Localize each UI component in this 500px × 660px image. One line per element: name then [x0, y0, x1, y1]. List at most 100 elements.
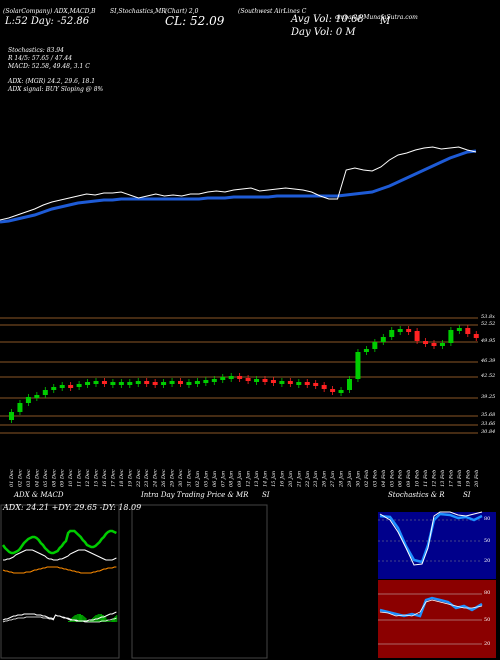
date-label: 23 Jan: [313, 471, 319, 488]
candle-body: [9, 412, 14, 420]
date-label: 04 Feb: [381, 470, 387, 487]
date-label: 27 Jan: [330, 471, 336, 488]
macd-bar: [109, 621, 111, 622]
header-company-2: ompany) MunafaSutra.com: [335, 14, 418, 21]
date-label: 12 Feb: [432, 470, 438, 487]
stochastics-r-value: R 14/5: 57.65 / 47.44: [8, 55, 73, 62]
macd-bar: [115, 616, 117, 622]
candle-body: [254, 379, 260, 382]
candle-body: [363, 349, 369, 352]
candle-body: [144, 381, 150, 384]
macd-bar: [82, 615, 84, 622]
adx-value: ADX: (MGR) 24.2, 29.6, 18.1: [8, 78, 96, 85]
date-label: 02 Jan: [195, 471, 201, 487]
date-label: 18 Feb: [457, 470, 463, 487]
rsi-lines: [378, 593, 483, 645]
candle-body: [220, 377, 226, 380]
date-label: 12 Dec: [85, 469, 91, 487]
date-label: 02 Feb: [364, 470, 370, 487]
price-line: [0, 146, 477, 221]
macd-bar: [76, 614, 78, 622]
date-label: 15 Dec: [94, 469, 100, 487]
macd-bar: [77, 614, 79, 622]
price-level-label: 30.84: [481, 429, 496, 435]
price-level-label: 49.95: [481, 338, 496, 344]
candle-body: [245, 378, 251, 381]
candle-body: [439, 343, 445, 346]
candle-body: [228, 376, 234, 379]
rsi-panel: [378, 580, 496, 658]
candle-body: [406, 329, 412, 332]
stochastic-lines: [378, 511, 483, 566]
candle-body: [237, 376, 243, 379]
date-label: 11 Dec: [77, 469, 83, 487]
rsi-tick-50: 50: [484, 617, 491, 623]
date-label: 21 Jan: [296, 471, 302, 488]
macd-bar: [87, 621, 89, 622]
macd-bar: [102, 615, 103, 622]
date-label: 08 Dec: [51, 469, 57, 487]
price-levels: [0, 317, 478, 434]
header-avg-vol-suffix: M: [380, 16, 391, 27]
macd-bar: [101, 614, 102, 622]
adx-panel-values: ADX: 24.21 +DY: 29.65 -DY: 18.09: [3, 503, 142, 512]
candle-body: [465, 328, 471, 334]
date-label: 15 Jan: [271, 471, 277, 487]
date-label: 05 Dec: [43, 469, 49, 487]
date-label: 30 Dec: [178, 469, 184, 487]
date-label: 20 Feb: [474, 470, 480, 488]
date-label: 31 Dec: [186, 469, 192, 487]
macd-bar: [84, 617, 86, 622]
date-label: 04 Dec: [34, 469, 40, 487]
candle-body: [448, 330, 454, 343]
date-label: 30 Jan: [355, 471, 361, 487]
candle-body: [313, 383, 319, 386]
candle-body: [76, 384, 82, 387]
candle-body: [347, 379, 352, 390]
candle-body: [186, 382, 192, 385]
rsi-tick-20: 20: [484, 641, 491, 647]
date-label: 22 Dec: [136, 469, 142, 488]
macd-bar: [105, 617, 107, 622]
stoch-panel-suffix: SI: [463, 491, 471, 499]
date-label: 09 Feb: [406, 470, 412, 487]
macd-bar: [97, 614, 99, 622]
date-label: 07 Jan: [220, 471, 226, 487]
candlesticks: [9, 325, 479, 423]
stoch-d-line: [379, 511, 483, 566]
macd-bar: [81, 615, 82, 622]
header-close: CL: 52.09: [165, 14, 225, 28]
date-label: 19 Feb: [465, 470, 471, 487]
date-label: 09 Jan: [237, 471, 243, 487]
candle-body: [431, 343, 437, 346]
adx-panel-title: ADX & MACD: [14, 491, 64, 499]
adx-signal: ADX signal: BUY Sloping @ 8%: [8, 86, 104, 93]
date-label: 18 Dec: [119, 469, 125, 487]
macd-bar: [69, 621, 70, 622]
macd-bar: [113, 618, 114, 622]
macd-bar: [107, 620, 109, 622]
macd-bar: [88, 621, 90, 622]
date-label: 06 Feb: [398, 470, 404, 487]
header-stoch: SI,Stochastics,MR: [110, 8, 166, 15]
candle-body: [296, 382, 302, 385]
date-label: 16 Dec: [102, 469, 108, 487]
candle-body: [270, 380, 276, 383]
date-label: 19 Dec: [127, 469, 133, 487]
date-label: 13 Feb: [440, 470, 446, 487]
adx-panel: [0, 504, 120, 659]
candle-body: [414, 331, 420, 341]
date-label: 11 Feb: [423, 470, 429, 487]
header-avg-vol: Avg Vol: 10.68: [291, 14, 364, 25]
macd-bar: [114, 617, 115, 622]
stoch-tick-80: 80: [484, 516, 491, 522]
candle-body: [397, 329, 403, 332]
candle-body: [59, 385, 65, 388]
candle-body: [135, 381, 141, 384]
macd-bar: [79, 614, 80, 622]
candle-body: [152, 382, 158, 385]
date-axis: 01 Dec 02 Dec 03 Dec 04 Dec 05 Dec 08 Dec 09 D…: [9, 469, 480, 488]
adx-line: [2, 566, 117, 574]
candle-body: [423, 341, 429, 344]
date-label: 26 Jan: [322, 471, 328, 488]
